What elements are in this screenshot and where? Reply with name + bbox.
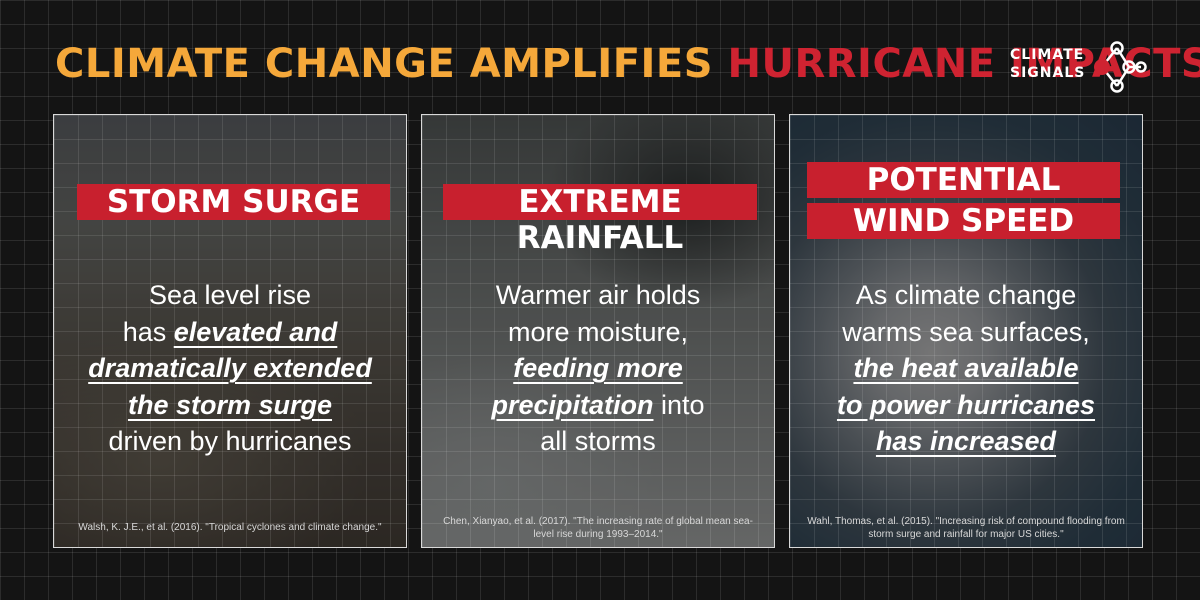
- wind-speed-card: POTENTIAL WIND SPEED As climate change w…: [789, 114, 1143, 548]
- text-line: the storm surge: [127, 389, 333, 420]
- wind-speed-heading-line-2: WIND SPEED: [807, 203, 1120, 239]
- storm-surge-heading: STORM SURGE: [77, 184, 390, 220]
- text-line: Warmer air holds: [495, 280, 701, 310]
- text-line: dramatically extended: [88, 353, 372, 383]
- extreme-rainfall-citation: Chen, Xianyao, et al. (2017). "The incre…: [443, 516, 753, 540]
- wind-speed-heading-line-1: POTENTIAL: [807, 162, 1120, 198]
- logo-text: CLIMATE SIGNALS: [1010, 46, 1085, 82]
- text-line: warms sea surfaces,: [842, 316, 1090, 347]
- text-line: driven by hurricanes: [108, 426, 352, 456]
- wind-speed-citation: Wahl, Thomas, et al. (2015). "Increasing…: [807, 516, 1125, 540]
- text-line: has increased: [875, 426, 1057, 456]
- text-line: has elevated and: [122, 316, 338, 347]
- text-line: precipitation into: [491, 389, 705, 420]
- extreme-rainfall-text: Warmer air holds more moisture, feeding …: [422, 277, 774, 460]
- text-line: Sea level rise: [148, 280, 312, 310]
- storm-surge-text: Sea level rise has elevated and dramatic…: [54, 277, 406, 460]
- climate-signals-logo: CLIMATE SIGNALS: [1010, 40, 1150, 94]
- text-line: As climate change: [855, 280, 1077, 310]
- wind-speed-text: As climate change warms sea surfaces, th…: [790, 277, 1142, 460]
- text-line: more moisture,: [507, 316, 689, 347]
- network-nodes-icon: [1094, 41, 1147, 93]
- text-line: feeding more: [513, 353, 683, 383]
- logo-line-2: SIGNALS: [1010, 65, 1086, 81]
- title-part-orange: CLIMATE CHANGE AMPLIFIES: [55, 41, 714, 87]
- text-line: the heat available: [853, 353, 1079, 383]
- text-line: to power hurricanes: [836, 389, 1096, 420]
- extreme-rainfall-card: EXTREME RAINFALL Warmer air holds more m…: [421, 114, 775, 548]
- logo-line-1: CLIMATE: [1010, 47, 1085, 63]
- storm-surge-card: STORM SURGE Sea level rise has elevated …: [53, 114, 407, 548]
- storm-surge-citation: Walsh, K. J.E., et al. (2016). "Tropical…: [78, 522, 382, 533]
- extreme-rainfall-heading: EXTREME RAINFALL: [443, 184, 757, 256]
- text-line: all storms: [540, 426, 656, 456]
